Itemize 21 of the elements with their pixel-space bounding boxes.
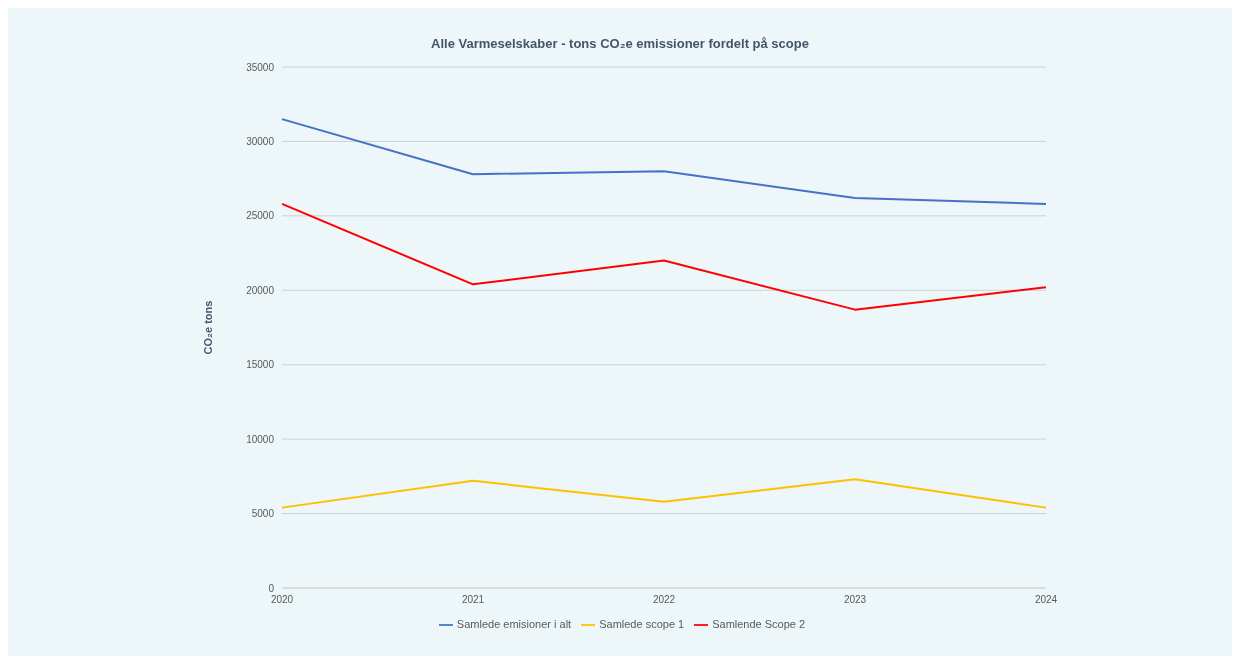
chart-title: Alle Varmeselskaber - tons CO₂e emissioner fordelt på scope xyxy=(430,36,810,51)
line-series xyxy=(281,202,1047,311)
y-tick-label: 25000 xyxy=(246,210,275,222)
x-tick-label: 2020 xyxy=(270,594,294,606)
y-tick-label: 35000 xyxy=(246,61,275,73)
x-tick-label: 2022 xyxy=(652,594,676,606)
x-tick-label: 2023 xyxy=(843,594,867,606)
y-tick-label: 10000 xyxy=(246,433,275,445)
y-tick-label: 20000 xyxy=(246,284,275,296)
y-tick-label: 15000 xyxy=(246,359,275,371)
legend-label: Samlende Scope 2 xyxy=(712,618,806,630)
x-tick-label: 2024 xyxy=(1034,594,1058,606)
y-tick-label: 0 xyxy=(268,582,275,594)
legend-label: Samlede scope 1 xyxy=(599,618,685,630)
line-series xyxy=(281,478,1047,509)
y-axis-title: CO₂e tons xyxy=(201,300,214,355)
legend-label: Samlede emisioner i alt xyxy=(456,618,572,630)
x-tick-label: 2021 xyxy=(461,594,485,606)
y-tick-label: 30000 xyxy=(246,135,275,147)
y-tick-label: 5000 xyxy=(251,508,275,520)
line-series xyxy=(281,118,1047,205)
